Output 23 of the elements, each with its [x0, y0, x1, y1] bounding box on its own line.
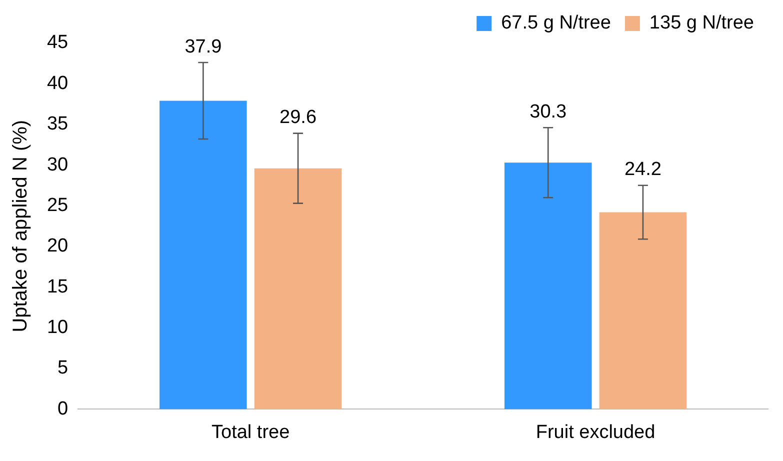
y-tick-label: 15 — [46, 276, 68, 298]
legend-label: 67.5 g N/tree — [501, 12, 611, 34]
y-tick-label: 5 — [58, 358, 68, 379]
legend-label: 135 g N/tree — [649, 12, 754, 34]
bar — [160, 100, 247, 410]
y-tick-label: 10 — [46, 317, 68, 338]
data-label: 24.2 — [624, 159, 662, 180]
x-tick-label: Fruit excluded — [536, 422, 656, 443]
data-label: 29.6 — [280, 107, 317, 128]
y-tick-label: 30 — [46, 154, 68, 176]
bar — [504, 162, 592, 410]
y-tick-label: 35 — [46, 114, 68, 135]
y-tick-label: 25 — [46, 194, 68, 216]
y-tick-label: 20 — [46, 236, 68, 257]
data-label: 37.9 — [184, 36, 222, 58]
y-axis-title: Uptake of applied N (%) — [10, 120, 32, 332]
bar — [254, 168, 342, 410]
y-tick-label: 40 — [46, 72, 68, 94]
y-tick-label: 45 — [46, 32, 68, 54]
x-tick-label: Total tree — [212, 422, 290, 443]
data-label: 30.3 — [530, 101, 567, 122]
y-tick-label: 0 — [58, 398, 68, 420]
bar — [599, 212, 687, 410]
